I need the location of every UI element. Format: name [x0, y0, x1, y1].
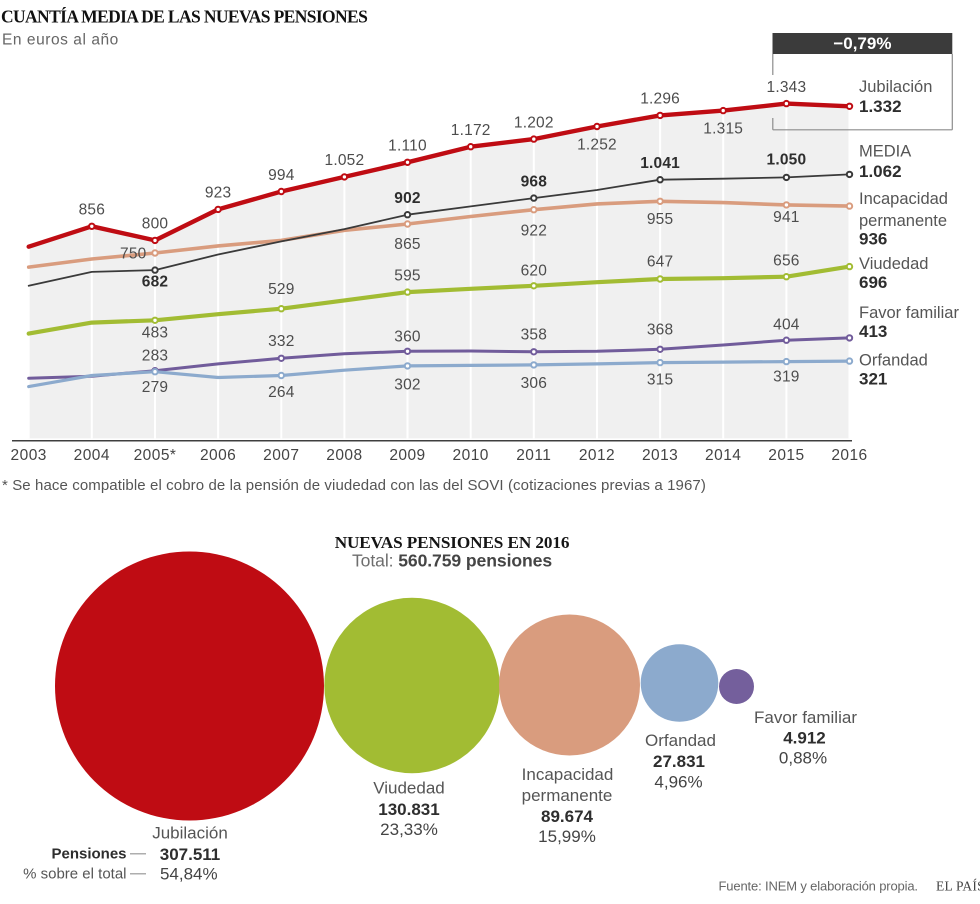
svg-text:865: 865	[394, 236, 420, 253]
svg-text:−0,79%: −0,79%	[833, 34, 891, 53]
svg-text:647: 647	[647, 253, 673, 270]
svg-text:483: 483	[142, 325, 168, 342]
svg-text:1.110: 1.110	[388, 138, 427, 155]
svg-text:360: 360	[394, 328, 421, 345]
svg-text:279: 279	[142, 379, 168, 396]
svg-text:NUEVAS PENSIONES EN 2016: NUEVAS PENSIONES EN 2016	[335, 533, 570, 552]
svg-text:404: 404	[773, 316, 800, 333]
svg-text:2008: 2008	[326, 447, 362, 464]
svg-text:264: 264	[268, 384, 295, 401]
svg-text:1.315: 1.315	[703, 120, 743, 137]
svg-text:2013: 2013	[642, 447, 678, 464]
svg-text:1.041: 1.041	[640, 155, 680, 172]
svg-text:1.202: 1.202	[514, 114, 554, 131]
svg-text:922: 922	[521, 222, 547, 239]
svg-text:27.831: 27.831	[653, 752, 705, 771]
svg-text:0,88%: 0,88%	[779, 748, 827, 767]
svg-text:800: 800	[142, 216, 169, 233]
svg-text:856: 856	[79, 202, 105, 219]
svg-text:130.831: 130.831	[378, 800, 439, 819]
svg-text:2014: 2014	[705, 447, 741, 464]
svg-text:2006: 2006	[200, 447, 236, 464]
svg-text:permanente: permanente	[859, 212, 947, 230]
svg-text:307.511: 307.511	[160, 845, 221, 864]
svg-text:permanente: permanente	[522, 786, 613, 805]
svg-text:89.674: 89.674	[541, 807, 594, 826]
svg-text:4.912: 4.912	[783, 728, 826, 747]
svg-text:923: 923	[205, 185, 231, 202]
svg-text:1.062: 1.062	[859, 162, 902, 181]
svg-text:994: 994	[268, 167, 295, 184]
svg-text:283: 283	[142, 347, 168, 364]
svg-text:302: 302	[394, 376, 420, 393]
svg-text:Orfandad: Orfandad	[645, 731, 716, 750]
svg-text:Jubilación: Jubilación	[859, 78, 932, 96]
svg-text:319: 319	[773, 368, 799, 385]
svg-text:2015: 2015	[768, 447, 804, 464]
svg-text:682: 682	[142, 273, 168, 290]
svg-text:902: 902	[394, 190, 420, 207]
svg-text:15,99%: 15,99%	[538, 827, 596, 846]
svg-text:1.252: 1.252	[577, 136, 617, 153]
svg-text:Jubilación: Jubilación	[152, 823, 228, 842]
svg-text:696: 696	[859, 273, 887, 292]
svg-text:Viudedad: Viudedad	[859, 255, 928, 273]
svg-text:332: 332	[268, 333, 294, 350]
svg-text:Incapacidad: Incapacidad	[859, 190, 948, 208]
svg-text:941: 941	[773, 209, 799, 226]
svg-text:656: 656	[773, 252, 799, 269]
svg-text:Pensiones: Pensiones	[51, 846, 126, 863]
svg-text:368: 368	[647, 321, 673, 338]
svg-text:1.296: 1.296	[640, 91, 680, 108]
svg-text:* Se hace compatible el cobro: * Se hace compatible el cobro de la pens…	[2, 477, 706, 494]
svg-text:315: 315	[647, 371, 673, 388]
svg-text:2011: 2011	[516, 447, 551, 464]
svg-text:% sobre el total: % sobre el total	[23, 866, 126, 883]
svg-text:MEDIA: MEDIA	[859, 143, 911, 161]
svg-text:Favor familiar: Favor familiar	[754, 708, 857, 727]
svg-text:CUANTÍA MEDIA DE LAS NUEVAS PE: CUANTÍA MEDIA DE LAS NUEVAS PENSIONES	[1, 7, 367, 27]
svg-text:54,84%: 54,84%	[160, 864, 218, 883]
svg-text:1.343: 1.343	[767, 79, 807, 96]
svg-text:Favor familiar: Favor familiar	[859, 304, 959, 322]
svg-text:306: 306	[521, 375, 547, 392]
svg-text:595: 595	[394, 267, 420, 284]
svg-text:529: 529	[268, 281, 294, 298]
svg-text:936: 936	[859, 230, 887, 249]
svg-text:1.050: 1.050	[767, 151, 807, 168]
svg-text:Viudedad: Viudedad	[373, 778, 445, 797]
svg-text:1.052: 1.052	[325, 152, 365, 169]
svg-text:1.172: 1.172	[451, 122, 491, 139]
svg-text:321: 321	[859, 370, 887, 389]
svg-text:620: 620	[521, 262, 548, 279]
svg-text:Total: 560.759 pensiones: Total: 560.759 pensiones	[352, 551, 552, 571]
svg-text:750: 750	[120, 245, 147, 262]
svg-text:2012: 2012	[579, 447, 615, 464]
svg-text:2009: 2009	[389, 447, 425, 464]
svg-text:Incapacidad: Incapacidad	[522, 765, 614, 784]
svg-text:EL PAÍS: EL PAÍS	[936, 879, 980, 894]
svg-text:955: 955	[647, 211, 673, 228]
svg-text:En euros al año: En euros al año	[2, 32, 119, 49]
svg-text:2010: 2010	[453, 447, 489, 464]
svg-text:413: 413	[859, 322, 887, 341]
svg-text:Orfandad: Orfandad	[859, 352, 928, 370]
svg-text:358: 358	[521, 326, 547, 343]
svg-text:2007: 2007	[263, 447, 299, 464]
svg-text:2016: 2016	[831, 447, 867, 464]
svg-text:2005*: 2005*	[134, 447, 177, 464]
svg-text:2003: 2003	[11, 447, 47, 464]
svg-text:Fuente: INEM y elaboración pro: Fuente: INEM y elaboración propia.	[719, 879, 918, 894]
svg-text:4,96%: 4,96%	[654, 772, 702, 791]
svg-text:1.332: 1.332	[859, 97, 902, 116]
svg-text:968: 968	[521, 173, 548, 190]
svg-text:2004: 2004	[74, 447, 110, 464]
svg-text:23,33%: 23,33%	[380, 820, 438, 839]
